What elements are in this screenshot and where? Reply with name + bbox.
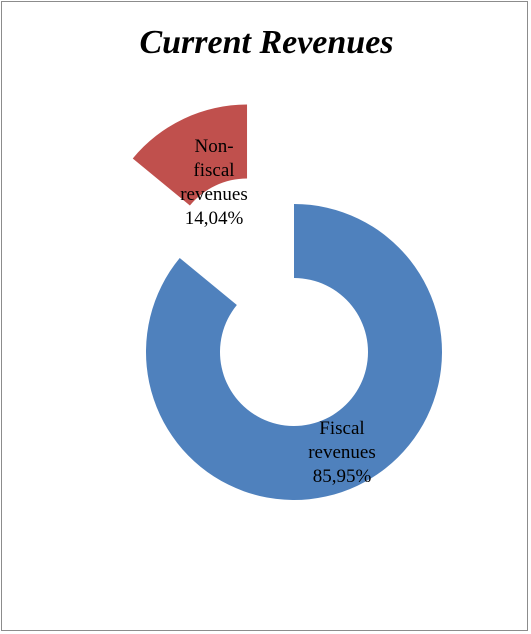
data-label-line: Fiscal [319, 418, 364, 439]
donut-data-labels: Fiscal revenues 85,95% Non-fiscal revenues 14… [180, 136, 376, 487]
data-label-non-fiscal-revenues: Non-fiscal revenues 14,04% [180, 136, 248, 229]
slice-fiscal-revenues [146, 204, 443, 500]
data-label-line: fiscal [193, 160, 234, 181]
data-label-line: revenues [308, 442, 376, 463]
data-label-line: 14,04% [185, 208, 244, 229]
data-label-line: Non- [194, 136, 233, 157]
data-label-line: 85,95% [313, 466, 372, 487]
data-label-line: revenues [180, 184, 248, 205]
chart-title: Current Revenues [139, 24, 394, 61]
slice-non-fiscal-revenues [132, 104, 248, 206]
data-label-fiscal-revenues: Fiscal revenues 85,95% [308, 418, 376, 487]
donut-slices [132, 104, 443, 500]
